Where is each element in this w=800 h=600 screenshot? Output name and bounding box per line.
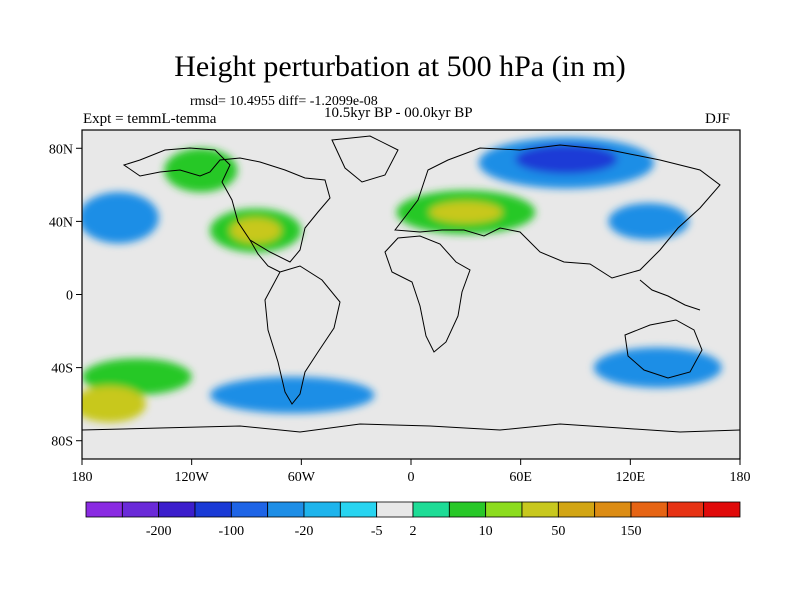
colorbar-box (485, 501, 523, 518)
coast-australia (624, 319, 703, 379)
colorbar-box (666, 501, 705, 518)
lat-tick-label: 0 (66, 289, 73, 304)
season-label: DJF (705, 111, 731, 127)
anomaly-patch (230, 217, 282, 244)
longitude-axis: 180 120W 60W 0 60E 120E 180 (72, 459, 751, 485)
anomaly-patch (82, 192, 159, 244)
coast-north-america (122, 147, 331, 263)
lon-tick-label: 0 (408, 470, 415, 485)
coast-antarctica (82, 423, 740, 433)
latitude-axis: 80N 40N 0 40S 80S (49, 142, 82, 450)
lat-tick-label: 40S (51, 362, 73, 377)
anomaly-patch (209, 376, 375, 414)
colorbar-box (194, 501, 232, 518)
lat-tick-label: 80N (49, 142, 73, 157)
colorbar-label: 2 (410, 524, 417, 539)
anomaly-patch (82, 385, 146, 423)
colorbar-box (85, 501, 123, 518)
colorbar-box (594, 501, 632, 518)
lon-tick-label: 60W (288, 470, 316, 485)
colorbar-label: -5 (371, 524, 383, 539)
coastlines (82, 135, 740, 433)
colorbar-box (557, 501, 596, 518)
coast-south-america (264, 265, 341, 405)
colorbar-box (339, 501, 378, 518)
anomaly-patch (82, 358, 192, 396)
coast-southeast-asia (639, 279, 701, 311)
anomaly-patch (164, 148, 238, 193)
coast-greenland (331, 135, 399, 183)
lon-tick-label: 120E (616, 470, 646, 485)
colorbar-box (412, 501, 450, 518)
colorbar-label: 150 (621, 524, 642, 539)
colorbar-box (630, 501, 668, 518)
colorbar-label: 50 (551, 524, 565, 539)
coast-africa (384, 235, 471, 353)
anomaly-patch (593, 347, 722, 388)
colorbar-box (158, 501, 196, 518)
colorbar-box (448, 501, 487, 518)
anomaly-patch (429, 201, 503, 224)
lon-tick-label: 180 (730, 470, 751, 485)
colorbar-box (376, 501, 414, 518)
colorbar-label: -100 (218, 524, 244, 539)
lat-tick-label: 40N (49, 215, 73, 230)
colorbar-box (303, 501, 341, 518)
colorbar-label: -200 (146, 524, 172, 539)
anomaly-patch (608, 203, 689, 240)
map-title: Height perturbation at 500 hPa (in m) (174, 50, 626, 83)
lon-tick-label: 120W (175, 470, 210, 485)
colorbar-box (267, 501, 305, 518)
coast-central-america (249, 239, 281, 273)
colorbar-box (230, 501, 269, 518)
anomaly-patch (515, 144, 618, 174)
colorbar: -200 -100 -20 -5 2 10 50 150 (85, 501, 741, 539)
lon-tick-label: 180 (72, 470, 93, 485)
experiment-label: Expt = temmL-temma (83, 111, 217, 127)
colorbar-label: -20 (295, 524, 314, 539)
colorbar-box (521, 501, 559, 518)
coast-eurasia (394, 144, 721, 279)
lat-tick-label: 80S (51, 435, 73, 450)
period-label: 10.5kyr BP - 00.0kyr BP (324, 105, 473, 121)
colorbar-box (703, 501, 741, 518)
colorbar-label: 10 (479, 524, 493, 539)
lon-tick-label: 60E (509, 470, 532, 485)
stats-line: rmsd= 10.4955 diff= -1.2099e-08 (190, 94, 378, 109)
anomaly-field (82, 130, 740, 459)
colorbar-box (121, 501, 160, 518)
